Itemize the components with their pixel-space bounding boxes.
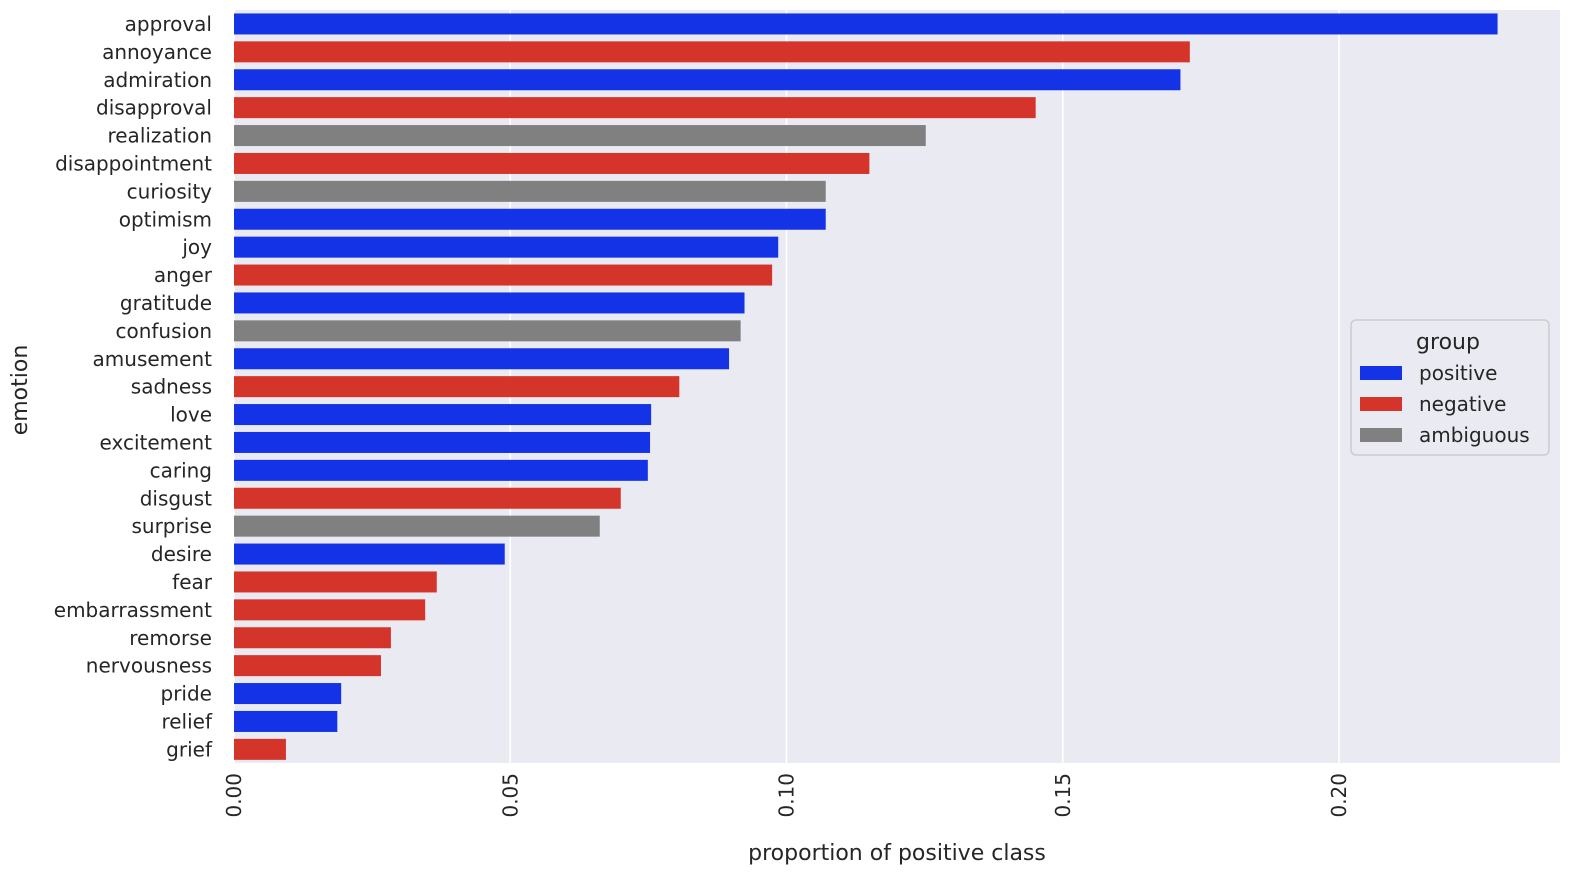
bar-anger [234, 264, 773, 286]
bar-desire [234, 543, 505, 565]
y-tick-label: disapproval [96, 96, 212, 120]
legend: group positive negative ambiguous [1350, 319, 1550, 456]
y-tick-label: grief [166, 737, 213, 761]
legend-swatch-ambiguous [1360, 428, 1402, 442]
legend-swatch-positive [1360, 366, 1402, 380]
bar-pride [234, 683, 342, 705]
bar-love [234, 404, 652, 426]
legend-label-positive: positive [1419, 361, 1497, 385]
y-tick-label: relief [161, 709, 213, 733]
legend-label-negative: negative [1419, 392, 1506, 416]
y-tick-label: approval [125, 12, 212, 36]
y-tick-label: optimism [119, 207, 212, 231]
bar-annoyance [234, 41, 1190, 63]
legend-entries: positive negative ambiguous [1360, 361, 1530, 447]
y-tick-label: confusion [115, 319, 212, 343]
bar-relief [234, 710, 338, 732]
bar-optimism [234, 208, 826, 230]
legend-label-ambiguous: ambiguous [1419, 423, 1530, 447]
bar-grief [234, 738, 286, 760]
y-tick-labels: approval annoyance admiration disapproval re… [54, 12, 213, 761]
bar-disapproval [234, 97, 1036, 119]
y-tick-label: fear [172, 570, 213, 594]
y-tick-label: excitement [100, 430, 213, 454]
bar-realization [234, 125, 926, 147]
x-tick-labels: 0.00 0.05 0.10 0.15 0.20 [222, 773, 1351, 818]
bar-sadness [234, 376, 680, 398]
x-axis-title: proportion of positive class [748, 841, 1046, 866]
y-tick-label: love [170, 403, 212, 427]
bar-nervousness [234, 655, 381, 677]
bar-embarrassment [234, 599, 426, 621]
bar-disappointment [234, 152, 870, 174]
y-tick-label: remorse [129, 626, 212, 650]
y-tick-label: anger [154, 263, 213, 287]
bar-amusement [234, 348, 730, 370]
x-tick-label: 0.10 [775, 773, 799, 818]
y-tick-label: pride [161, 682, 212, 706]
y-tick-label: desire [151, 542, 212, 566]
bar-excitement [234, 431, 651, 453]
y-tick-label: curiosity [127, 179, 213, 203]
legend-box [1350, 319, 1550, 456]
y-tick-label: realization [107, 124, 212, 148]
y-tick-label: gratitude [120, 291, 212, 315]
y-tick-label: surprise [131, 514, 212, 538]
y-tick-label: joy [181, 235, 212, 259]
bar-fear [234, 571, 437, 593]
legend-title: group [1416, 330, 1480, 355]
bar-confusion [234, 320, 741, 342]
bars [234, 13, 1498, 760]
bar-surprise [234, 515, 600, 537]
y-tick-label: annoyance [102, 40, 212, 64]
bar-curiosity [234, 180, 826, 202]
bar-admiration [234, 69, 1181, 91]
y-tick-label: disappointment [55, 151, 212, 175]
x-tick-label: 0.00 [222, 773, 246, 818]
y-tick-label: embarrassment [54, 598, 212, 622]
bar-caring [234, 459, 648, 481]
bar-disgust [234, 487, 621, 509]
bar-approval [234, 13, 1498, 35]
y-tick-label: admiration [103, 68, 212, 92]
y-tick-label: amusement [93, 347, 213, 371]
x-tick-label: 0.05 [498, 773, 522, 818]
y-tick-label: caring [150, 458, 212, 482]
y-tick-label: sadness [131, 375, 212, 399]
bar-joy [234, 236, 779, 258]
y-tick-label: disgust [140, 486, 212, 510]
y-axis-title: emotion [8, 345, 33, 436]
bar-gratitude [234, 292, 745, 314]
x-tick-label: 0.20 [1327, 773, 1351, 818]
legend-swatch-negative [1360, 397, 1402, 411]
bar-remorse [234, 627, 391, 649]
y-tick-label: nervousness [86, 654, 212, 678]
x-tick-label: 0.15 [1051, 773, 1075, 818]
